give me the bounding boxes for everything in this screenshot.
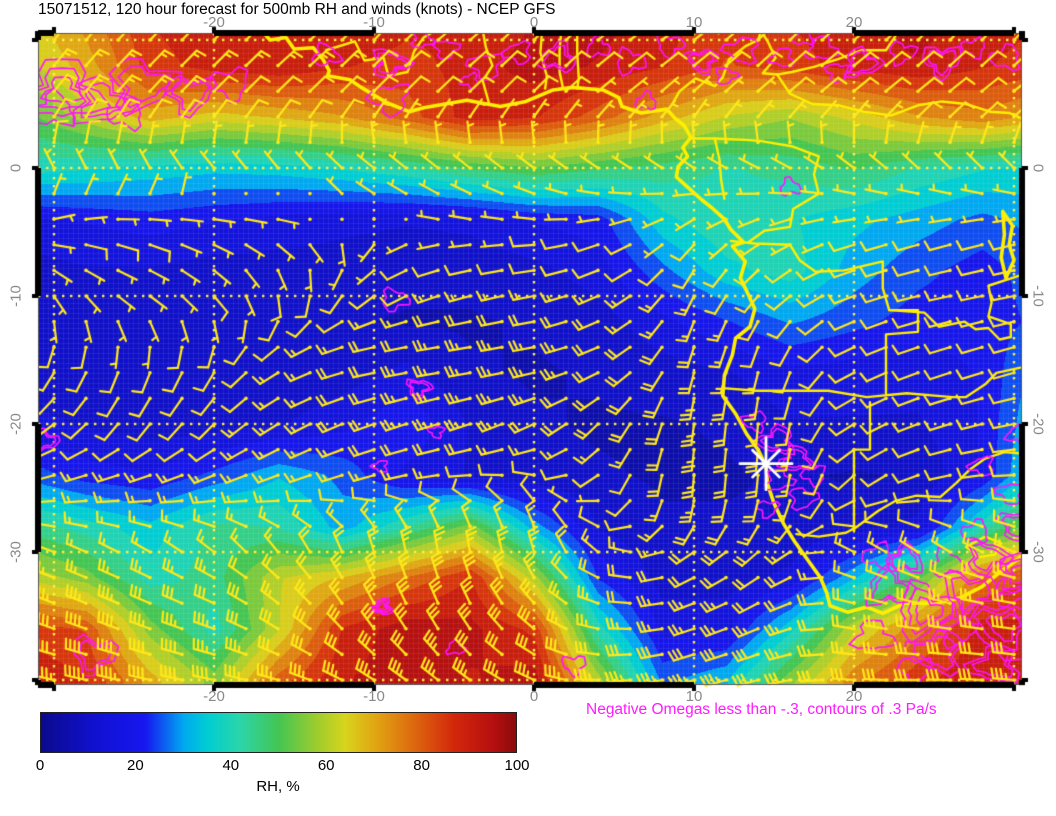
- colorbar-tick-label: 60: [317, 757, 335, 774]
- colorbar: [40, 712, 517, 753]
- colorbar-tick-label: 20: [127, 757, 144, 774]
- axis-tick-label: -20: [1029, 413, 1047, 435]
- omega-annotation: Negative Omegas less than -.3, contours …: [586, 701, 937, 718]
- axis-tick-label: -10: [7, 285, 25, 307]
- axis-tick-label: -20: [203, 688, 225, 705]
- colorbar-title: RH, %: [256, 778, 300, 795]
- page-title: 15071512, 120 hour forecast for 500mb RH…: [38, 1, 556, 18]
- axis-tick-label: 20: [845, 14, 863, 31]
- axis-tick-label: 0: [529, 14, 539, 31]
- axis-tick-label: -10: [1029, 285, 1047, 307]
- colorbar-tick-label: 40: [222, 757, 240, 774]
- axis-tick-label: 10: [685, 688, 703, 705]
- colorbar-tick-label: 0: [35, 757, 45, 774]
- axis-tick-label: -10: [363, 688, 385, 705]
- axis-tick-label: -10: [363, 14, 385, 31]
- axis-tick-label: -30: [7, 541, 25, 563]
- axis-tick-label: 0: [1029, 163, 1047, 173]
- axis-tick-label: 0: [7, 163, 25, 173]
- colorbar-tick-label: 100: [504, 757, 530, 774]
- axis-tick-label: 0: [529, 688, 539, 705]
- colorbar-tick-label: 80: [413, 757, 430, 774]
- axis-tick-label: -30: [1029, 541, 1047, 563]
- axis-tick-label: 10: [685, 14, 703, 31]
- axis-tick-label: -20: [203, 14, 225, 31]
- axis-tick-label: 20: [845, 688, 863, 705]
- axis-tick-label: -20: [7, 413, 25, 435]
